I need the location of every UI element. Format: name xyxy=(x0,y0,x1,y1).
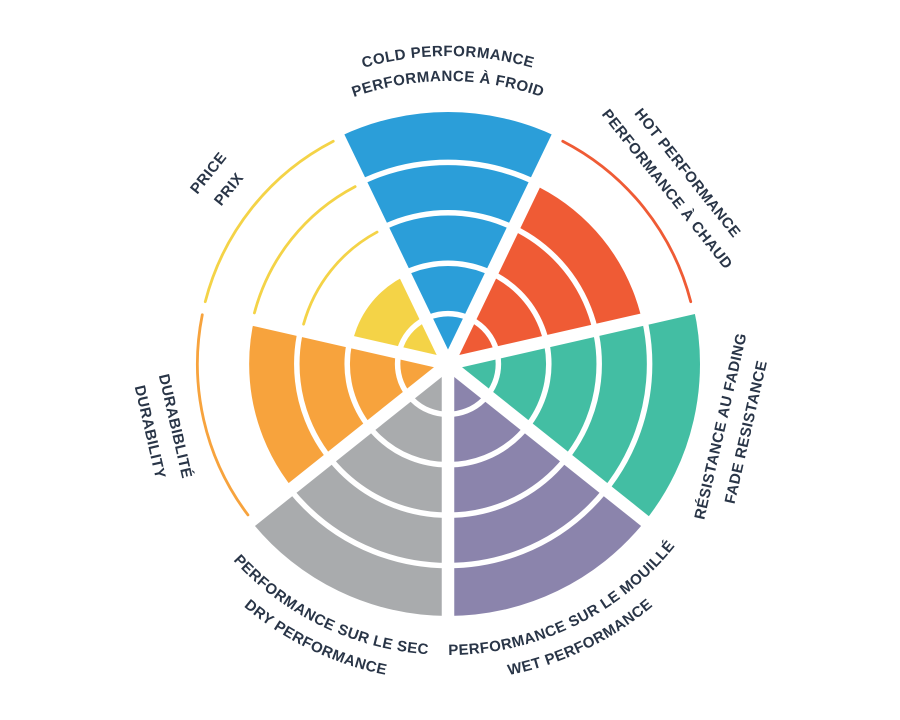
outline-arc-hot-performance-level-5 xyxy=(561,139,693,304)
outline-arc-durability-level-5 xyxy=(196,313,250,517)
outline-arc-price-level-4 xyxy=(253,185,357,315)
sector-fill-cold-performance xyxy=(338,112,558,364)
sector-fill-wet-performance xyxy=(448,364,646,616)
sector-separator-2 xyxy=(444,359,654,530)
outline-arc-price-level-5 xyxy=(203,139,335,304)
sector-separator-5 xyxy=(195,300,450,371)
label-textpath-cold-performance-en: COLD PERFORMANCE xyxy=(360,43,536,72)
sector-separator-0 xyxy=(442,128,566,367)
sector-separator-1 xyxy=(446,300,701,371)
label-hot-performance-fr: PERFORMANCE À CHAUD xyxy=(598,106,736,272)
label-cold-performance-en: COLD PERFORMANCE xyxy=(360,43,536,72)
outline-arc-price-level-3 xyxy=(302,230,379,326)
label-cold-performance-fr: PERFORMANCE À FROID xyxy=(350,68,547,101)
sector-fill-fade-resistance xyxy=(448,307,700,522)
sector-separator-6 xyxy=(330,128,454,367)
sector-fill-dry-performance xyxy=(250,364,448,616)
sector-separator-4 xyxy=(242,359,452,530)
label-textpath-cold-performance-fr: PERFORMANCE À FROID xyxy=(350,68,546,101)
